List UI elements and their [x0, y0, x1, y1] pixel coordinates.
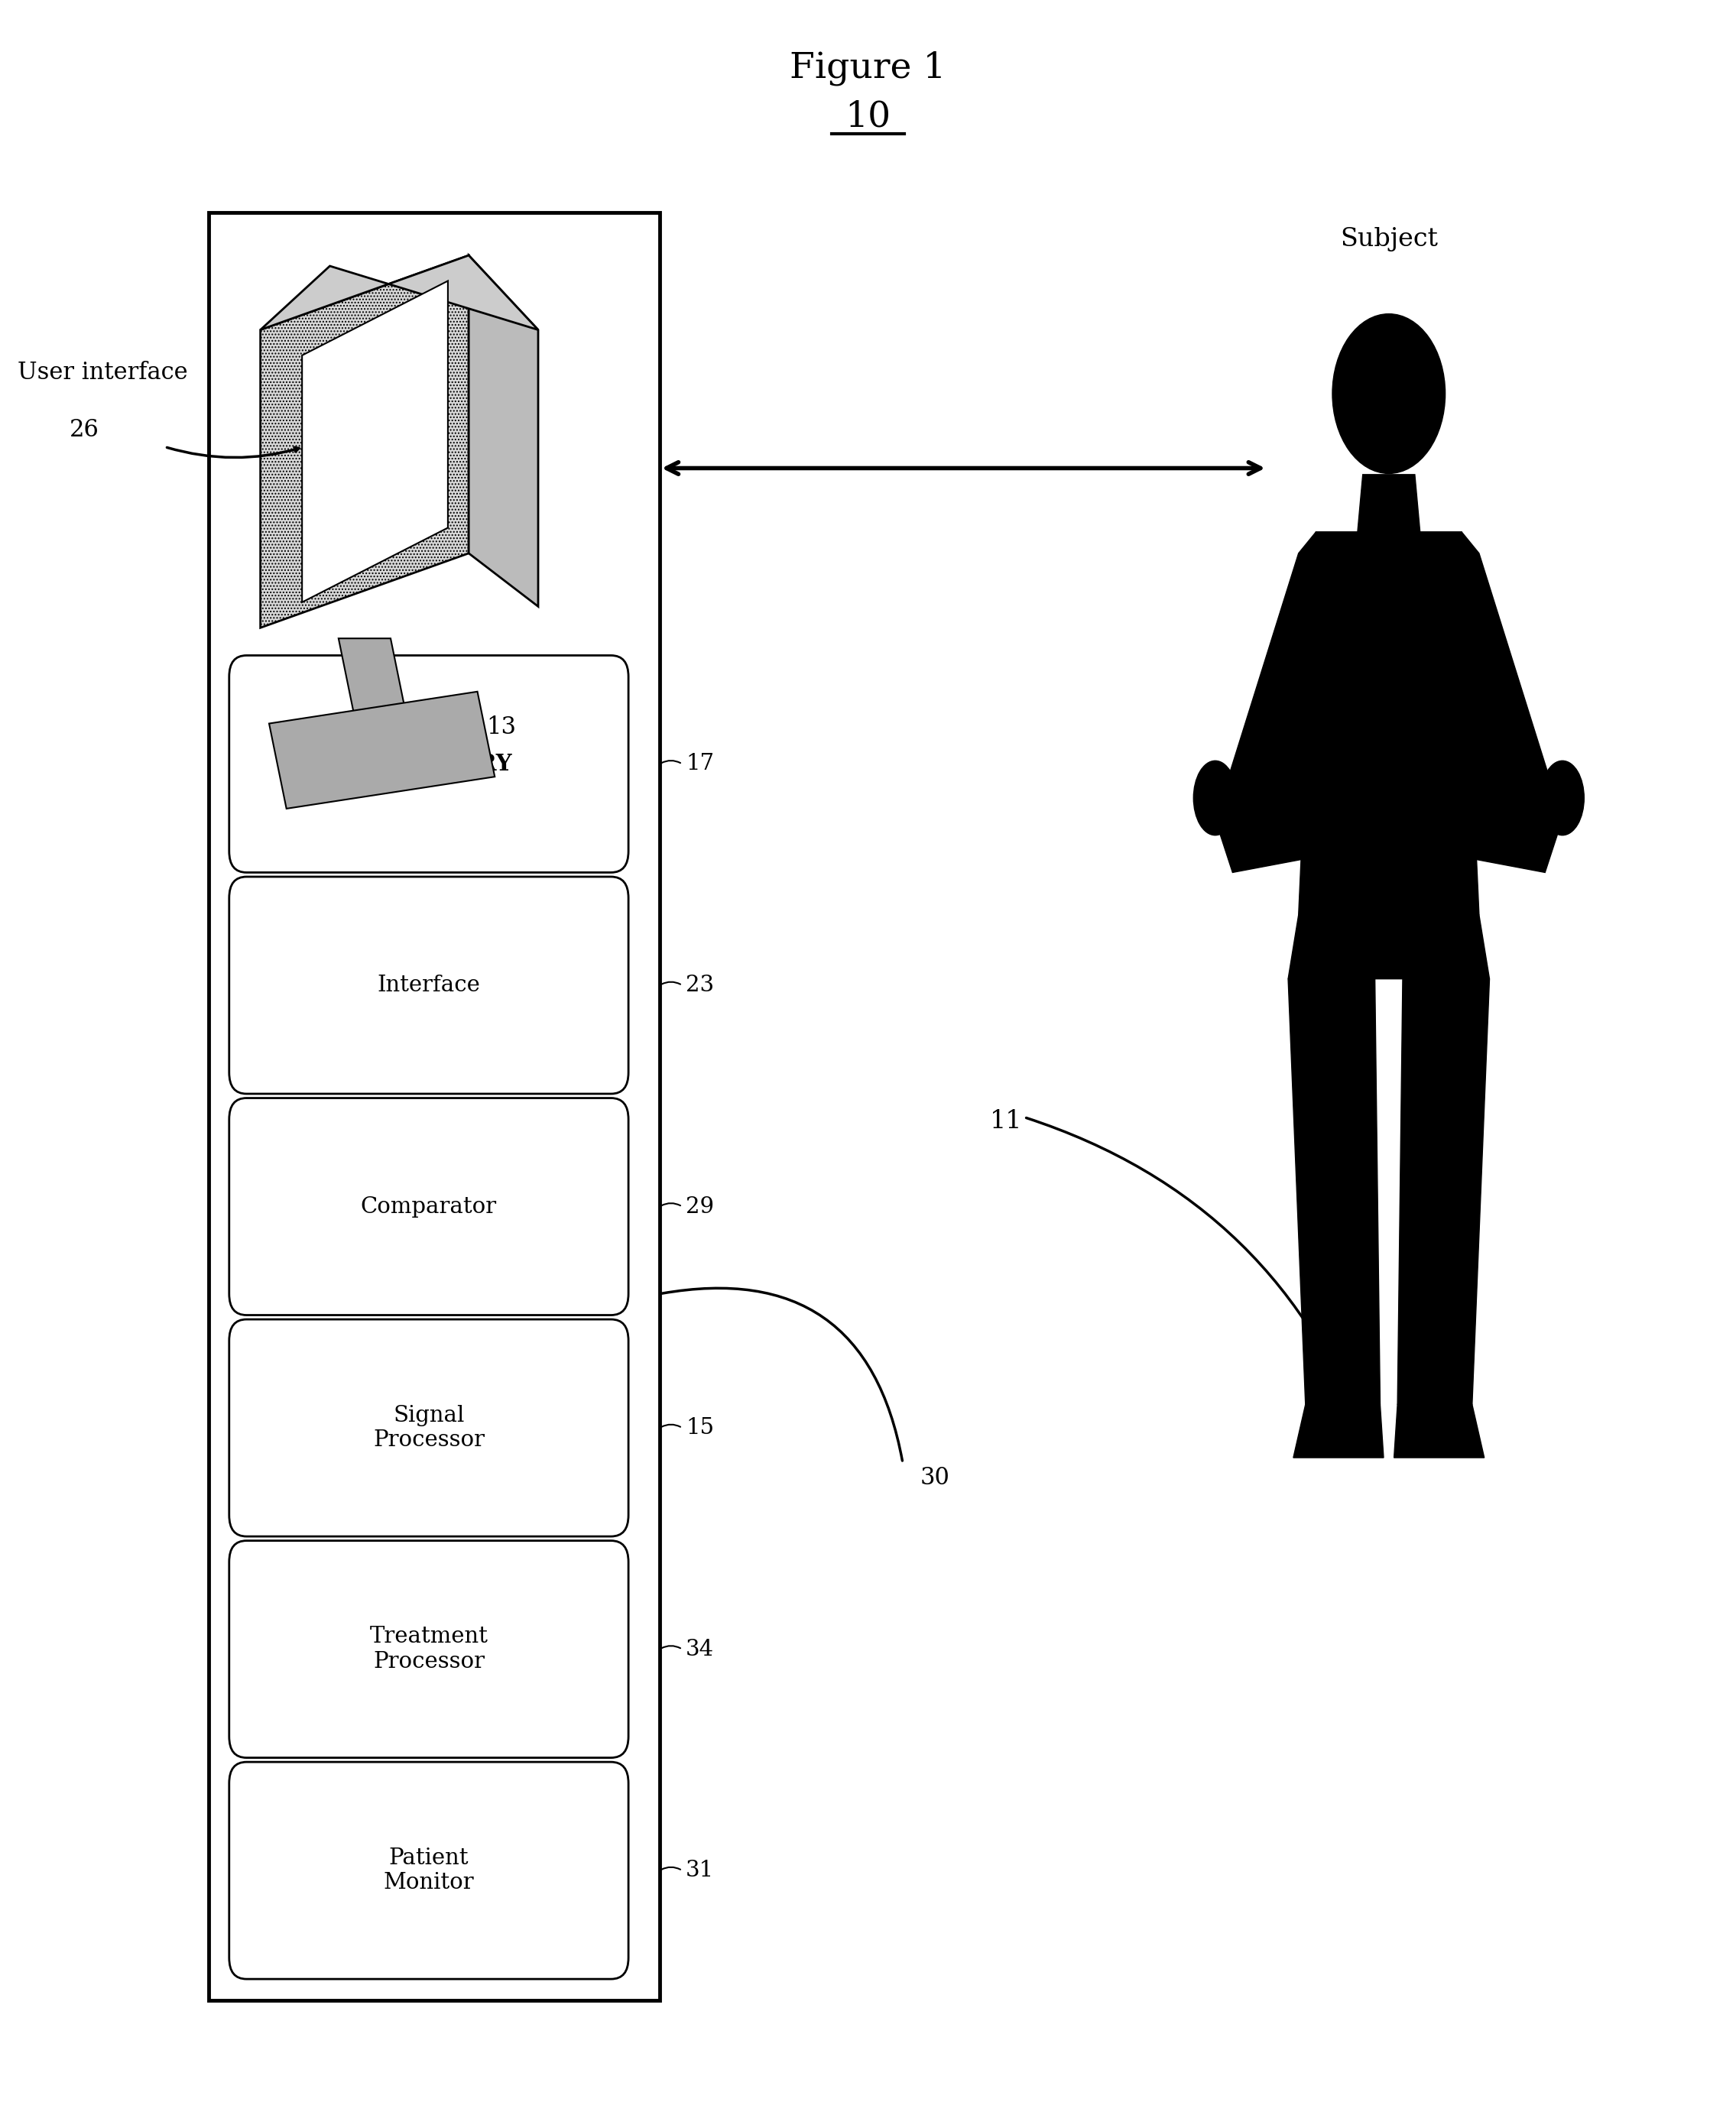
- Text: 15: 15: [686, 1417, 713, 1439]
- Text: 13: 13: [486, 715, 516, 741]
- Text: Comparator: Comparator: [361, 1196, 496, 1217]
- Polygon shape: [302, 281, 448, 602]
- Ellipse shape: [1194, 760, 1236, 834]
- Text: 26: 26: [69, 417, 99, 443]
- FancyBboxPatch shape: [229, 1098, 628, 1315]
- FancyBboxPatch shape: [229, 1541, 628, 1758]
- FancyBboxPatch shape: [208, 213, 660, 2000]
- Polygon shape: [469, 255, 538, 606]
- Text: 34: 34: [686, 1639, 713, 1660]
- FancyBboxPatch shape: [229, 655, 628, 872]
- Text: 23: 23: [686, 975, 713, 996]
- Ellipse shape: [1542, 760, 1583, 834]
- Polygon shape: [1397, 979, 1489, 1404]
- Polygon shape: [1420, 532, 1562, 872]
- Text: Figure 1: Figure 1: [790, 51, 946, 85]
- Text: Patient
Monitor: Patient Monitor: [384, 1847, 474, 1894]
- Polygon shape: [1288, 915, 1489, 979]
- Polygon shape: [260, 255, 469, 628]
- Text: Treatment
Processor: Treatment Processor: [370, 1626, 488, 1673]
- Text: 17: 17: [686, 753, 713, 775]
- Polygon shape: [1215, 532, 1358, 872]
- FancyBboxPatch shape: [229, 877, 628, 1094]
- FancyBboxPatch shape: [229, 1762, 628, 1979]
- Text: REPOSITORY: REPOSITORY: [345, 753, 512, 775]
- Polygon shape: [1293, 1404, 1384, 1458]
- FancyBboxPatch shape: [229, 1319, 628, 1536]
- Text: 10: 10: [845, 100, 891, 134]
- Text: User interface: User interface: [17, 360, 187, 385]
- Polygon shape: [269, 692, 495, 809]
- Text: Subject: Subject: [1340, 228, 1437, 251]
- Text: Interface: Interface: [377, 975, 481, 996]
- Text: Signal
Processor: Signal Processor: [373, 1404, 484, 1451]
- Text: 30: 30: [920, 1466, 950, 1490]
- Text: 11: 11: [990, 1109, 1023, 1134]
- Polygon shape: [260, 255, 538, 330]
- Ellipse shape: [1333, 313, 1444, 475]
- Polygon shape: [1299, 532, 1479, 915]
- Text: 29: 29: [686, 1196, 713, 1217]
- Polygon shape: [339, 638, 408, 724]
- Polygon shape: [1288, 979, 1380, 1404]
- Polygon shape: [1394, 1404, 1484, 1458]
- Polygon shape: [1358, 475, 1420, 532]
- Text: 31: 31: [686, 1860, 713, 1881]
